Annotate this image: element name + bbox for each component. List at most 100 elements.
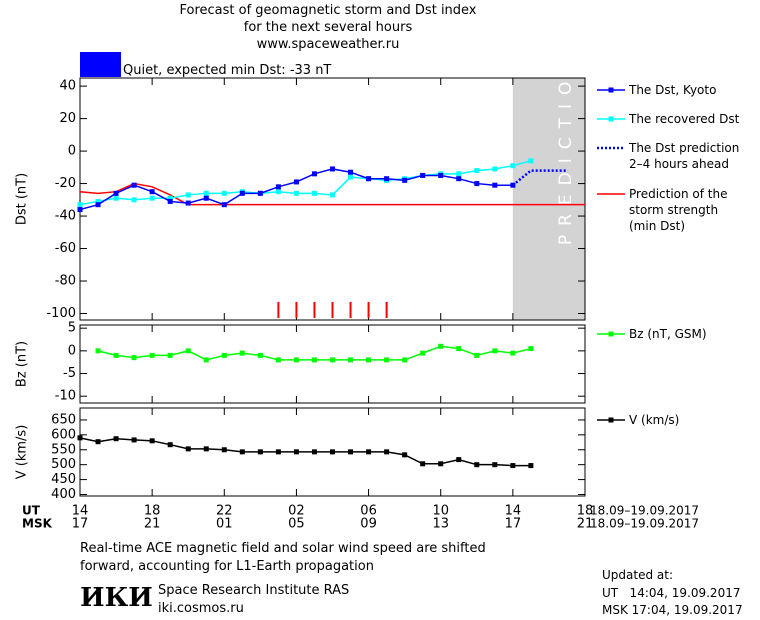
y-tick-label: 5 (68, 321, 76, 336)
marker (402, 357, 408, 363)
marker (456, 176, 462, 182)
marker (528, 463, 534, 469)
marker (456, 346, 462, 352)
marker (510, 182, 516, 188)
marker (456, 457, 462, 463)
status: Quiet, expected min Dst: -33 nT (123, 63, 332, 78)
marker (366, 357, 372, 363)
marker (275, 189, 281, 195)
y-tick-label: -10 (55, 389, 76, 404)
marker (510, 163, 516, 169)
x-tick-label: 02 (288, 504, 305, 519)
marker (348, 169, 354, 175)
marker (149, 195, 155, 201)
marker (384, 357, 390, 363)
marker (221, 447, 227, 453)
marker (257, 190, 263, 196)
date-range: 18.09–19.09.2017 (590, 504, 699, 518)
marker (402, 177, 408, 183)
y-tick-label: -5 (63, 366, 76, 381)
marker (420, 350, 426, 356)
marker (131, 437, 137, 443)
marker (293, 190, 299, 196)
marker (203, 195, 209, 201)
x-tick-label: 14 (505, 504, 522, 519)
marker (492, 166, 498, 172)
marker (438, 172, 444, 178)
marker (438, 461, 444, 467)
marker (510, 350, 516, 356)
marker (528, 346, 534, 352)
marker (492, 348, 498, 354)
x-row-label: MSK (22, 517, 53, 531)
marker (311, 449, 317, 455)
y-axis-title: V (km/s) (15, 425, 30, 480)
x-tick-label: 18 (144, 504, 161, 519)
y-tick-label: 450 (51, 472, 76, 487)
marker (474, 462, 480, 468)
marker (420, 461, 426, 467)
marker (203, 357, 209, 363)
marker (293, 449, 299, 455)
x-tick-label: 14 (72, 504, 89, 519)
marker (167, 198, 173, 204)
legend-label: The recovered Dst (629, 112, 740, 126)
prediction-area (512, 78, 585, 320)
title: Forecast of geomagnetic storm and Dst in… (179, 3, 477, 18)
url: www.spaceweather.ru (256, 37, 400, 52)
x-tick-label: 21 (577, 517, 594, 532)
updated-label: Updated at: (602, 568, 673, 582)
legend-label: The Dst prediction 2–4 hours ahead (629, 141, 740, 171)
marker (366, 176, 372, 182)
website: iki.cosmos.ru (158, 601, 244, 616)
marker (293, 179, 299, 185)
marker (311, 190, 317, 196)
y-tick-label: -80 (55, 274, 76, 289)
panel-frame (79, 407, 586, 497)
y-tick-label: 650 (51, 412, 76, 427)
marker (149, 189, 155, 195)
date-range: 18.09–19.09.2017 (590, 517, 699, 531)
y-tick-label: 40 (59, 79, 76, 94)
y-tick-label: -60 (55, 241, 76, 256)
marker (149, 438, 155, 444)
institute: Space Research Institute RAS (158, 583, 350, 598)
marker (348, 449, 354, 455)
marker (456, 171, 462, 177)
marker (366, 449, 372, 455)
legend-marker (608, 87, 614, 93)
panel-frame (79, 77, 586, 321)
note: Real-time ACE magnetic field and solar w… (80, 541, 486, 574)
marker (257, 352, 263, 358)
x-tick-label: 18 (577, 504, 594, 519)
marker (420, 172, 426, 178)
x-tick-label: 22 (216, 504, 233, 519)
marker (185, 192, 191, 198)
x-tick-label: 17 (72, 517, 89, 532)
panel-frame (79, 324, 586, 404)
marker (113, 190, 119, 196)
x-tick-label: 13 (432, 517, 449, 532)
legend-marker (608, 331, 614, 337)
marker (492, 182, 498, 188)
marker (185, 446, 191, 452)
marker (167, 195, 173, 201)
marker (275, 449, 281, 455)
marker (95, 439, 101, 445)
y-tick-label: -100 (46, 306, 76, 321)
subtitle: for the next several hours (243, 20, 413, 35)
y-tick-label: 400 (51, 487, 76, 502)
marker (221, 190, 227, 196)
marker (384, 449, 390, 455)
legend-label: V (km/s) (629, 413, 680, 427)
marker (492, 462, 498, 468)
legend-marker (608, 417, 614, 423)
marker (239, 449, 245, 455)
marker (330, 449, 335, 455)
y-axis-title: Dst (nT) (15, 173, 30, 225)
marker (348, 357, 354, 363)
marker (185, 200, 191, 206)
marker (95, 202, 101, 208)
series-line (79, 437, 531, 467)
